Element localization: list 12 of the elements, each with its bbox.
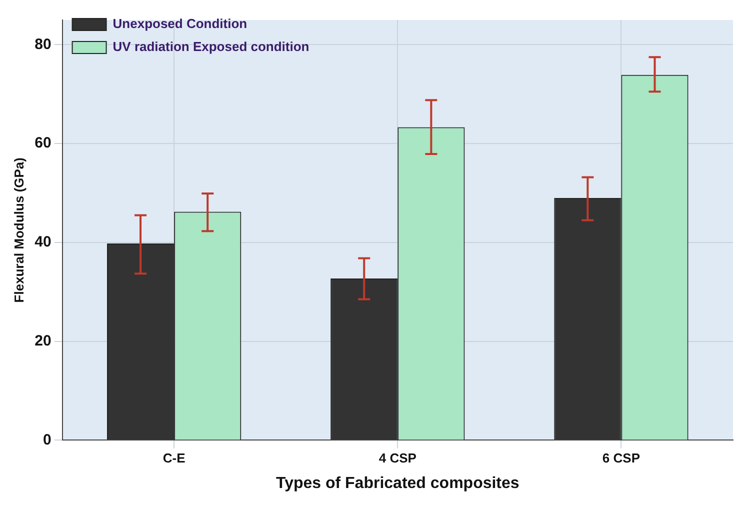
y-tick-label: 40 <box>34 234 52 251</box>
y-axis-title: Flexural Modulus (GPa) <box>11 158 26 303</box>
legend-label: UV radiation Exposed condition <box>112 39 310 54</box>
y-tick-label: 80 <box>34 36 52 53</box>
y-tick-label: 0 <box>42 431 52 448</box>
legend-label: Unexposed Condition <box>112 16 248 32</box>
x-tick-label: C-E <box>162 450 186 466</box>
x-tick-label: 6 CSP <box>602 450 640 466</box>
y-tick-label: 20 <box>34 332 52 350</box>
y-tick-label: 60 <box>34 134 52 152</box>
x-axis-title: Types of Fabricated composites <box>276 474 520 492</box>
x-tick-label: 4 CSP <box>378 450 417 466</box>
